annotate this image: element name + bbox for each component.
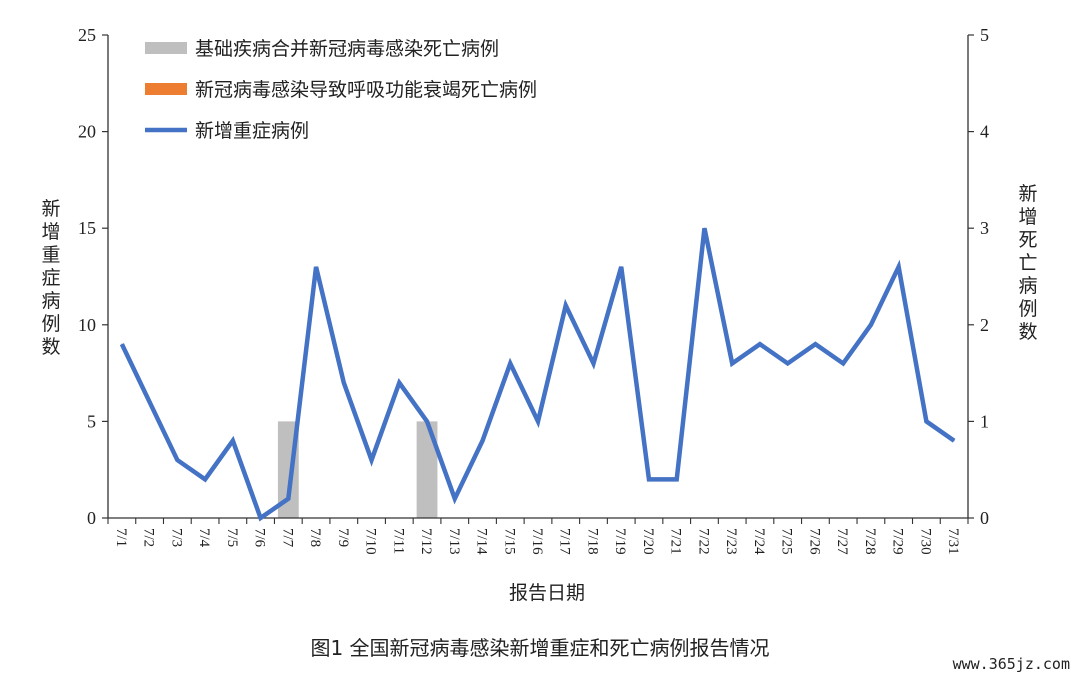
line-layer xyxy=(119,227,956,522)
y-left-tick-label: 25 xyxy=(78,25,96,45)
x-tick-label: 7/5 xyxy=(224,528,240,547)
chart: 0 5 10 15 20 25 0 1 2 3 4 5 7/1 7/2 7/3 7/4 7/5 7/6 7/7 7/8… xyxy=(41,25,1037,604)
line-point-7/17 xyxy=(565,304,567,306)
x-tick-label: 7/25 xyxy=(779,528,795,555)
axes: 0 5 10 15 20 25 0 1 2 3 4 5 7/1 7/2 7/3 7/4 7/5 7/6 7/7 7/8… xyxy=(78,25,989,555)
legend-swatch-0 xyxy=(145,42,187,54)
x-tick-label: 7/31 xyxy=(945,528,961,555)
line-point-7/10 xyxy=(371,459,373,461)
y-left-tick-label: 15 xyxy=(78,218,96,238)
x-tick-label: 7/7 xyxy=(279,528,295,548)
legend-label-1: 新冠病毒感染导致呼吸功能衰竭死亡病例 xyxy=(195,79,537,101)
x-tick-label: 7/15 xyxy=(501,528,517,555)
x-tick-label: 7/22 xyxy=(695,528,711,555)
x-tick-label: 7/30 xyxy=(917,528,933,555)
x-tick-label: 7/3 xyxy=(168,528,184,547)
y-left-tick-label: 10 xyxy=(78,315,96,335)
x-tick-label: 7/17 xyxy=(557,528,573,555)
bar-0-7/12 xyxy=(416,421,438,518)
line-point-7/26 xyxy=(814,343,816,345)
line-point-7/1 xyxy=(121,343,123,345)
y-left-tick-label: 20 xyxy=(78,122,96,142)
x-tick-label: 7/9 xyxy=(335,528,351,547)
x-tick-label: 7/2 xyxy=(141,528,157,547)
figure-caption: 图1 全国新冠病毒感染新增重症和死亡病例报告情况 xyxy=(310,636,770,660)
line-point-7/27 xyxy=(842,362,844,364)
x-tick-label: 7/18 xyxy=(584,528,600,555)
x-tick-label: 7/23 xyxy=(723,528,739,555)
x-tick-label: 7/8 xyxy=(307,528,323,547)
y-right-tick-label: 1 xyxy=(980,411,989,431)
x-tick-label: 7/12 xyxy=(418,528,434,555)
x-tick-label: 7/11 xyxy=(390,528,406,554)
line-point-7/5 xyxy=(232,440,234,442)
x-tick-label: 7/14 xyxy=(474,528,490,555)
x-axis-label: 报告日期 xyxy=(509,582,585,604)
line-point-7/4 xyxy=(204,478,206,480)
y-left-tick-label: 5 xyxy=(87,411,96,431)
line-point-7/29 xyxy=(898,266,900,268)
x-tick-label: 7/20 xyxy=(640,528,656,555)
line-point-7/14 xyxy=(482,440,484,442)
legend-swatch-1 xyxy=(145,83,187,95)
line-point-7/15 xyxy=(509,362,511,364)
x-tick-label: 7/19 xyxy=(612,528,628,555)
line-point-7/25 xyxy=(787,362,789,364)
line-point-7/30 xyxy=(925,420,927,422)
y-axis-left-label: 新增重症病例数 xyxy=(41,198,60,358)
x-tick-label: 7/28 xyxy=(862,528,878,555)
x-tick-label: 7/6 xyxy=(252,528,268,548)
line-point-7/13 xyxy=(454,498,456,500)
line-point-7/23 xyxy=(731,362,733,364)
line-point-7/2 xyxy=(149,401,151,403)
line-point-7/9 xyxy=(343,382,345,384)
line-point-7/24 xyxy=(759,343,761,345)
x-tick-label: 7/21 xyxy=(668,528,684,555)
line-point-7/3 xyxy=(176,459,178,461)
y-axis-right-label: 新增死亡病例数 xyxy=(1018,183,1037,343)
line-point-7/18 xyxy=(592,362,594,364)
y-right-tick-label: 2 xyxy=(980,315,989,335)
x-tick-label: 7/29 xyxy=(890,528,906,555)
x-tick-label: 7/10 xyxy=(363,528,379,555)
x-tick-label: 7/16 xyxy=(529,528,545,555)
watermark: www.365jz.com xyxy=(952,655,1070,673)
y-left-tick-label: 0 xyxy=(87,508,96,528)
line-point-7/16 xyxy=(537,420,539,422)
line-series-0 xyxy=(119,227,956,522)
x-tick-label: 7/1 xyxy=(113,528,129,547)
line-point-7/19 xyxy=(620,266,622,268)
line-point-7/20 xyxy=(648,478,650,480)
line-point-7/21 xyxy=(676,478,678,480)
y-right-tick-label: 5 xyxy=(980,25,989,45)
line-point-7/6 xyxy=(260,517,262,519)
x-tick-label: 7/26 xyxy=(806,528,822,555)
line-point-7/8 xyxy=(315,266,317,268)
x-tick-label: 7/27 xyxy=(834,528,850,555)
bar-layer xyxy=(277,421,438,518)
y-right-tick-label: 3 xyxy=(980,218,989,238)
line-point-7/31 xyxy=(953,440,955,442)
x-tick-label: 7/4 xyxy=(196,528,212,548)
y-right-tick-label: 4 xyxy=(980,122,989,142)
x-tick-label: 7/13 xyxy=(446,528,462,555)
line-point-7/28 xyxy=(870,324,872,326)
line-point-7/22 xyxy=(703,227,705,229)
legend-label-2: 新增重症病例 xyxy=(195,120,309,142)
x-tick-label: 7/24 xyxy=(751,528,767,555)
line-point-7/7 xyxy=(287,498,289,500)
y-right-tick-label: 0 xyxy=(980,508,989,528)
line-point-7/12 xyxy=(426,420,428,422)
line-point-7/11 xyxy=(398,382,400,384)
legend-label-0: 基础疾病合并新冠病毒感染死亡病例 xyxy=(195,38,499,60)
